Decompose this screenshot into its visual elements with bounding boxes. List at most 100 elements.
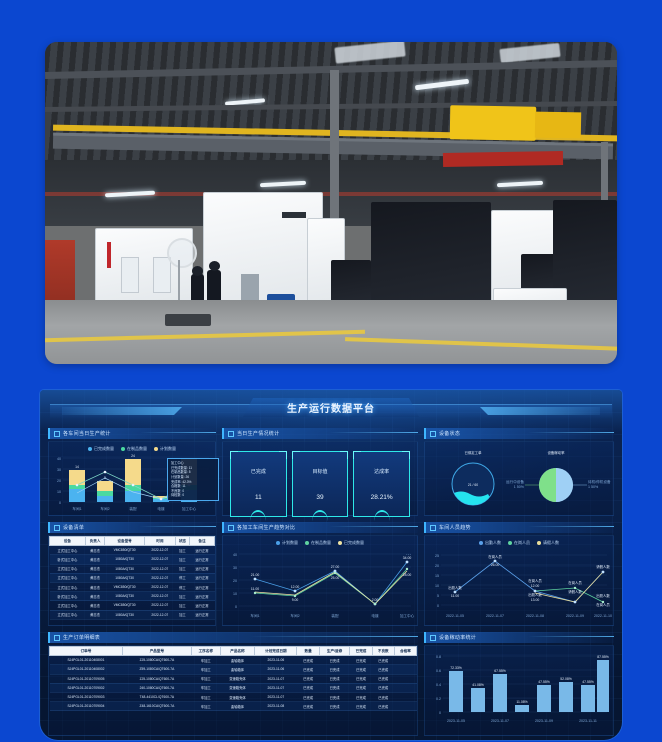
square-icon bbox=[430, 524, 436, 531]
cell: 停工 bbox=[175, 573, 190, 583]
header-wing-right bbox=[480, 407, 600, 415]
kpi-foot-arc bbox=[373, 510, 390, 521]
x-tick: 2023-11-07 bbox=[491, 719, 509, 723]
square-icon bbox=[228, 524, 234, 531]
svg-text:9.00: 9.00 bbox=[292, 598, 299, 602]
panel-bar-rate: 设备稼动率统计 0 0.2 0.4 0.6 0.8 bbox=[424, 632, 614, 736]
panel-body: 已完成 11 目标值 39 达成率 28.21% bbox=[222, 441, 418, 517]
equipment-table[interactable]: 设备 负责人 设备型号 时间 状态 备注 立式加工中心 黄志杰 VMC850/QT3… bbox=[49, 536, 215, 620]
more-options-icon[interactable]: ··· bbox=[406, 552, 411, 558]
square-icon bbox=[228, 430, 234, 437]
svg-text:在岗人员: 在岗人员 bbox=[596, 602, 610, 607]
x-tick: 2022-11-07 bbox=[486, 614, 504, 618]
svg-text:25: 25 bbox=[435, 554, 439, 558]
legend-item: 已完成数量 bbox=[338, 540, 364, 546]
cell: 已完成 bbox=[349, 655, 373, 666]
cell: 车加工 bbox=[191, 655, 221, 666]
cell: T48-4410CL/QT600-7A bbox=[122, 692, 192, 703]
svg-text:67.55%: 67.55% bbox=[494, 669, 506, 673]
svg-text:15: 15 bbox=[435, 574, 439, 578]
machine-door bbox=[153, 257, 171, 293]
svg-text:34.00: 34.00 bbox=[403, 556, 412, 560]
cell: 2023-11-06 bbox=[254, 655, 297, 666]
cell: SJ4PGL01-20110709002 bbox=[49, 683, 123, 693]
column-header: 生产/返修 bbox=[318, 646, 351, 657]
cell: 曲轴箱体 bbox=[220, 701, 255, 712]
cell: 已完成 bbox=[319, 664, 350, 675]
panel-body: 设备 负责人 设备型号 时间 状态 备注 立式加工中心 黄志杰 VMC850/QT3… bbox=[48, 535, 216, 626]
svg-text:11.08%: 11.08% bbox=[516, 700, 527, 704]
svg-text:0.6: 0.6 bbox=[436, 669, 441, 673]
svg-text:30: 30 bbox=[233, 566, 237, 570]
svg-text:出勤人数: 出勤人数 bbox=[448, 585, 462, 590]
cell: 已完成 bbox=[296, 664, 320, 675]
panel-title-text: 设备状态 bbox=[439, 431, 461, 437]
tooltip-title: 加工中心 bbox=[171, 461, 184, 465]
cell: 立式加工中心 bbox=[49, 545, 86, 556]
orders-table[interactable]: 订单号 产品型号 工序名称 产品名称 计划完成日期 数量 生产/返修 已完成 不… bbox=[49, 646, 417, 712]
svg-text:0.8: 0.8 bbox=[436, 655, 441, 659]
column-header: 状态 bbox=[174, 536, 190, 547]
kpi-card-rate[interactable]: 达成率 28.21% bbox=[353, 451, 411, 517]
svg-text:0: 0 bbox=[235, 605, 237, 609]
cell: 黄志杰 bbox=[85, 610, 105, 620]
cell: 黄志杰 bbox=[85, 582, 105, 593]
panel-title-orders: 生产订单明细表 bbox=[48, 632, 418, 643]
cell: 停工 bbox=[175, 582, 190, 593]
table-row: 立式加工中心 黄志杰 VMC850/QT30 2022-12-07 停工 运行正常 bbox=[49, 582, 215, 593]
cell: 已完成 bbox=[296, 692, 320, 703]
machine-door bbox=[121, 257, 139, 293]
svg-text:40: 40 bbox=[57, 457, 61, 461]
column-header: 已完成 bbox=[349, 646, 373, 657]
square-icon bbox=[54, 634, 60, 641]
gauge-and-pie[interactable]: 已绑定工单 21 / 60 设备稼动率 运行中设备 bbox=[425, 442, 615, 516]
svg-text:47.55%: 47.55% bbox=[538, 680, 550, 684]
cell: 运行正常 bbox=[189, 573, 215, 583]
cell: 已完成 bbox=[296, 655, 320, 666]
svg-text:在岗人员: 在岗人员 bbox=[488, 554, 502, 559]
cell: 加工 bbox=[175, 554, 190, 565]
cell: 2022-12-07 bbox=[144, 591, 176, 602]
panel-gauge-pie: 设备状态 已绑定工单 21 / 60 设备稼动率 bbox=[424, 428, 614, 516]
panel-stacked-bar: 各车间当日生产统计 已完成数量 在制品数量 计划数量 0 10 20 bbox=[48, 428, 219, 516]
factory-photo bbox=[45, 42, 617, 364]
x-tick: 车间1 bbox=[250, 613, 259, 618]
floor-mat bbox=[165, 314, 211, 326]
column-header: 时间 bbox=[143, 536, 176, 547]
table-row: SJ4PGL01-20110709002 240-1080CA/QT600-7A 车… bbox=[49, 683, 417, 693]
worker-head bbox=[192, 266, 203, 276]
cell: 黄志杰 bbox=[85, 600, 105, 611]
svg-text:0.2: 0.2 bbox=[436, 697, 441, 701]
cell: 已完成 bbox=[296, 701, 320, 712]
cell: 2022-12-07 bbox=[144, 610, 176, 620]
kpi-value: 39 bbox=[316, 493, 324, 501]
svg-text:11.00: 11.00 bbox=[251, 587, 259, 591]
x-tick: 车间1 bbox=[72, 506, 81, 511]
bar-chart-rate[interactable]: 00.20.4 0.60.8 72.33%41.08%6 bbox=[425, 646, 615, 732]
cell: 2022-12-07 bbox=[144, 564, 176, 574]
pie-legend-right: 待机/停机设备 bbox=[588, 479, 611, 484]
panel-title-line-personnel: 车间人员趋势 bbox=[424, 522, 614, 533]
pie-title: 设备稼动率 bbox=[548, 450, 566, 455]
svg-text:20: 20 bbox=[435, 564, 439, 568]
kpi-card-completed[interactable]: 已完成 11 bbox=[230, 451, 287, 517]
legend-stacked-bar: 已完成数量 在制品数量 计划数量 bbox=[49, 442, 215, 452]
cell: 1080A/QT30 bbox=[104, 573, 145, 583]
industrial-fan bbox=[167, 238, 197, 268]
cell: 变速箱壳体 bbox=[220, 674, 255, 684]
kpi-card-target[interactable]: 目标值 39 bbox=[291, 451, 349, 517]
x-tick: 加工中心 bbox=[400, 613, 415, 618]
cell: 车加工 bbox=[191, 683, 221, 693]
cell: 2022-12-07 bbox=[144, 573, 176, 583]
svg-text:出勤人数: 出勤人数 bbox=[528, 592, 542, 597]
panel-title-text: 生产订单明细表 bbox=[63, 635, 101, 641]
line-chart-workshop[interactable]: 0 10 20 30 40 21.00 12.00 27.00 2.00 34.00 bbox=[223, 546, 419, 622]
cell: 已完成 bbox=[372, 683, 395, 693]
x-tick: 2023-11-05 bbox=[447, 719, 465, 723]
legend-line-personnel: 出勤人数 在岗人员 请假人数 bbox=[425, 536, 613, 546]
column-header: 产品名称 bbox=[219, 646, 256, 657]
cell: 黄志杰 bbox=[85, 573, 105, 583]
machine-logo bbox=[107, 242, 111, 268]
column-header: 产品型号 bbox=[121, 646, 192, 657]
